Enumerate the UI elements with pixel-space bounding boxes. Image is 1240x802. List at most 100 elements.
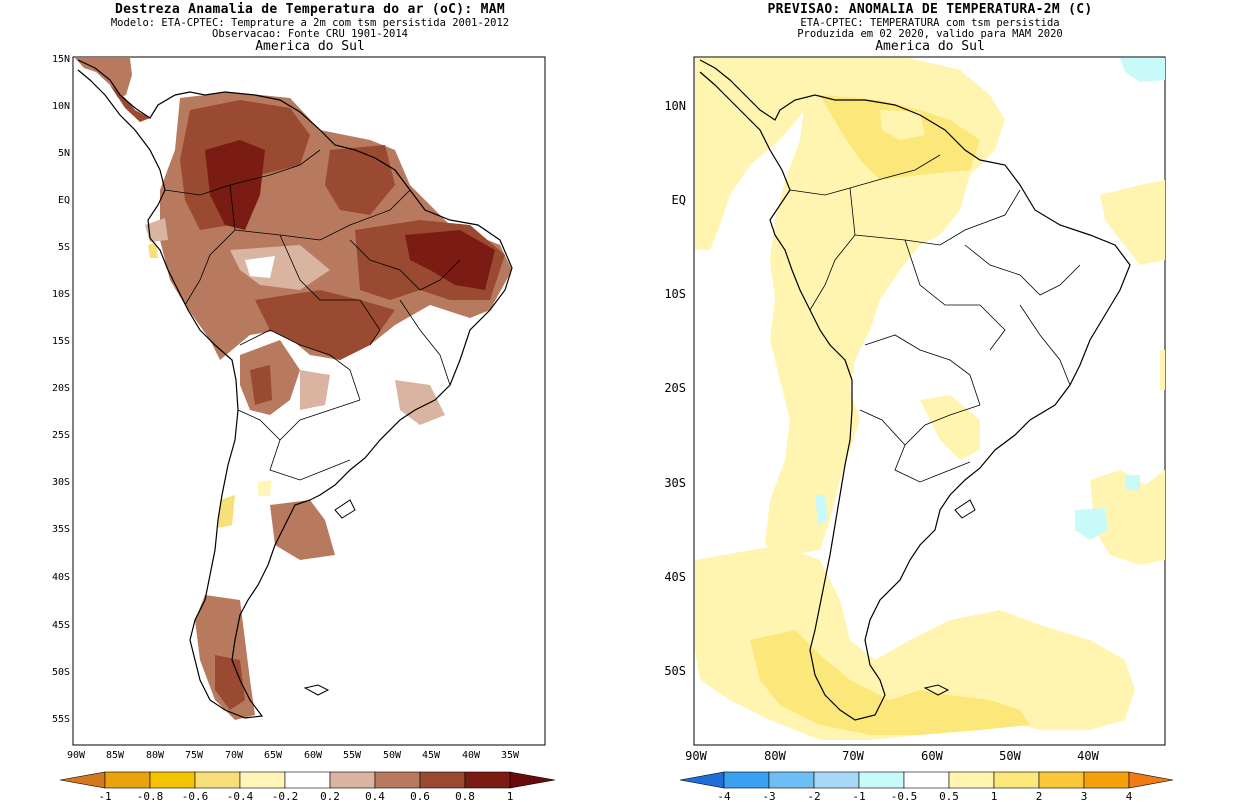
colorbar-label: 0.6 [410, 790, 430, 802]
lon-label: 90W [67, 750, 86, 761]
lat-label: 15N [52, 54, 70, 65]
colorbar-label: 0.2 [320, 790, 340, 802]
right-subtitle-date: Produzida em 02 2020, valido para MAM 20… [797, 28, 1063, 40]
lat-label: 20S [664, 381, 686, 395]
right-map-panel: PREVISAO: ANOMALIA DE TEMPERATURA-2M (C)… [620, 0, 1240, 802]
lat-label: EQ [672, 193, 686, 207]
right-lat-axis: 10N EQ 10S 20S 30S 40S 50S [664, 99, 686, 678]
lat-label: 10S [52, 289, 70, 300]
right-subtitle-model: ETA-CPTEC: TEMPERATURA com tsm persistid… [800, 17, 1060, 29]
lat-label: 25S [52, 430, 70, 441]
lat-label: 5S [58, 242, 70, 253]
colorbar-label: -1 [98, 790, 111, 802]
colorbar-label: -0.4 [227, 790, 254, 802]
left-map: 15N 10N 5N EQ 5S 10S 15S 20S 25S 30S 35S… [52, 54, 556, 802]
colorbar-box [1083, 771, 1130, 789]
right-coastline [699, 59, 1131, 721]
colorbar-label: 1 [991, 790, 998, 802]
colorbar-box [149, 771, 196, 789]
colorbar-box [948, 771, 995, 789]
left-falklands [303, 684, 330, 696]
lon-label: 40W [462, 750, 481, 761]
lon-label: 80W [146, 750, 165, 761]
left-subtitle-model: Modelo: ETA-CPTEC: Temprature a 2m com t… [110, 17, 510, 29]
lon-label: 70W [842, 749, 864, 763]
right-map: 10N EQ 10S 20S 30S 40S 50S 90W 80W 70W 6… [664, 56, 1174, 802]
colorbar-box [723, 771, 770, 789]
right-lagoon [954, 499, 976, 519]
lat-label: 50S [52, 667, 70, 678]
colorbar-box [464, 771, 511, 789]
lat-label: 30S [664, 476, 686, 490]
colorbar-box [329, 771, 376, 789]
right-borders [789, 154, 1081, 483]
right-region-label: America do Sul [875, 39, 985, 54]
left-colorbar: -1 -0.8 -0.6 -0.4 -0.2 0.2 0.4 0.6 0.8 1 [59, 771, 556, 802]
right-lon-axis: 90W 80W 70W 60W 50W 40W [685, 749, 1099, 763]
lon-label: 85W [106, 750, 125, 761]
lon-label: 60W [304, 750, 323, 761]
colorbar-label: -0.6 [182, 790, 209, 802]
colorbar-right-arrow [1128, 771, 1174, 789]
colorbar-box [768, 771, 815, 789]
colorbar-label: -2 [807, 790, 820, 802]
colorbar-box [104, 771, 151, 789]
colorbar-label: -0.8 [137, 790, 164, 802]
left-map-panel: Destreza Anamalia de Temperatura do ar (… [52, 2, 556, 802]
colorbar-label: -4 [717, 790, 731, 802]
colorbar-label: 1 [507, 790, 514, 802]
lon-label: 50W [383, 750, 402, 761]
colorbar-box [239, 771, 286, 789]
right-anomaly-shading [695, 58, 1165, 740]
right-title: PREVISAO: ANOMALIA DE TEMPERATURA-2M (C) [767, 2, 1093, 17]
left-region-label: America do Sul [255, 39, 365, 54]
colorbar-label: -1 [852, 790, 865, 802]
colorbar-label: 2 [1036, 790, 1043, 802]
colorbar-box [194, 771, 241, 789]
left-lon-axis: 90W 85W 80W 75W 70W 65W 60W 55W 50W 45W … [67, 750, 520, 761]
lat-label: 55S [52, 714, 70, 725]
lat-label: 30S [52, 477, 70, 488]
colorbar-box [858, 771, 905, 789]
colorbar-box [903, 771, 950, 789]
colorbar-label: -3 [762, 790, 775, 802]
colorbar-label: 4 [1126, 790, 1133, 802]
lon-label: 40W [1077, 749, 1099, 763]
lon-label: 60W [921, 749, 943, 763]
lon-label: 55W [343, 750, 362, 761]
colorbar-box [284, 771, 331, 789]
lat-label: EQ [58, 195, 70, 206]
colorbar-label: -0.2 [272, 790, 299, 802]
right-colorbar: -4 -3 -2 -1 -0.5 0.5 1 2 3 4 [679, 771, 1174, 802]
left-subtitle-obs: Observacao: Fonte CRU 1901-2014 [212, 28, 408, 40]
lon-label: 45W [422, 750, 441, 761]
lat-label: 10S [664, 287, 686, 301]
colorbar-box [1038, 771, 1085, 789]
lat-label: 40S [664, 570, 686, 584]
lat-label: 10N [52, 101, 70, 112]
lat-label: 50S [664, 664, 686, 678]
lon-label: 80W [764, 749, 786, 763]
left-lat-axis: 15N 10N 5N EQ 5S 10S 15S 20S 25S 30S 35S… [52, 54, 70, 725]
right-falklands [923, 684, 950, 696]
lon-label: 70W [225, 750, 244, 761]
colorbar-box [813, 771, 860, 789]
left-lagoon [334, 499, 356, 519]
lon-label: 50W [999, 749, 1021, 763]
colorbar-label: 0.8 [455, 790, 475, 802]
lat-label: 15S [52, 336, 70, 347]
lat-label: 35S [52, 524, 70, 535]
left-coastline [77, 59, 513, 719]
colorbar-left-arrow [679, 771, 725, 789]
colorbar-box [374, 771, 421, 789]
colorbar-box [419, 771, 466, 789]
lat-label: 20S [52, 383, 70, 394]
colorbar-label: 3 [1081, 790, 1088, 802]
left-title: Destreza Anamalia de Temperatura do ar (… [114, 2, 506, 17]
colorbar-left-arrow [59, 771, 106, 789]
lon-label: 90W [685, 749, 707, 763]
left-borders [164, 149, 461, 481]
colorbar-label: 0.5 [939, 790, 959, 802]
colorbar-label: 0.4 [365, 790, 385, 802]
colorbar-right-arrow [509, 771, 556, 789]
